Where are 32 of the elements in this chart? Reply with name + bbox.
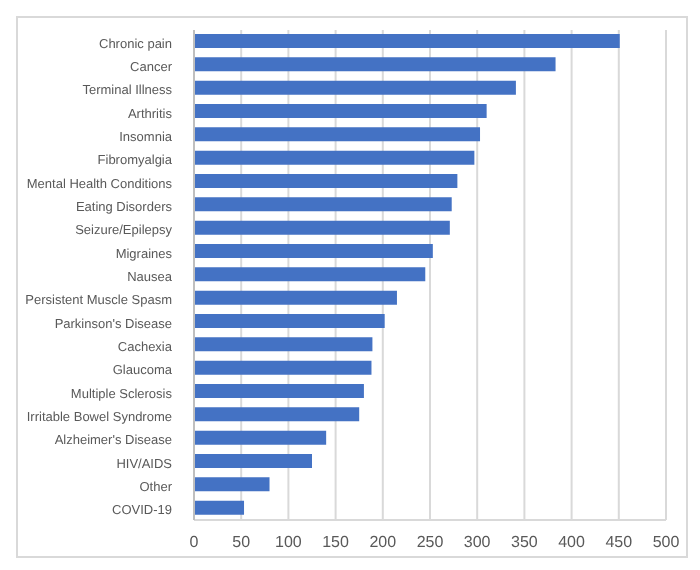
bar	[194, 454, 312, 468]
bar	[194, 197, 452, 212]
x-tick-label: 350	[511, 533, 539, 552]
x-tick-label: 200	[369, 533, 398, 552]
bar	[194, 290, 397, 305]
bar	[194, 477, 270, 492]
x-tick-label: 100	[275, 533, 303, 552]
x-tick-label: 450	[605, 533, 634, 552]
x-tick-label: 150	[322, 533, 351, 552]
bar	[194, 267, 426, 282]
bar	[194, 430, 327, 445]
bar	[194, 314, 385, 328]
x-tick-label: 400	[558, 533, 587, 552]
x-tick-label: 500	[652, 533, 681, 552]
bar	[194, 220, 450, 235]
bar	[194, 244, 433, 258]
x-tick-label: 250	[416, 533, 445, 552]
bar	[194, 127, 481, 142]
bar	[194, 337, 373, 352]
x-tick-label: 50	[232, 533, 252, 552]
bar	[194, 150, 475, 165]
bar	[194, 104, 487, 118]
x-tick-label: 0	[189, 533, 200, 552]
x-tick-label: 300	[463, 533, 492, 552]
bar	[194, 500, 245, 515]
bar	[194, 174, 458, 188]
bar	[194, 384, 364, 398]
bar	[194, 80, 516, 95]
bar	[194, 360, 372, 375]
bar	[194, 407, 360, 422]
bar	[194, 57, 556, 72]
bar	[194, 34, 620, 48]
